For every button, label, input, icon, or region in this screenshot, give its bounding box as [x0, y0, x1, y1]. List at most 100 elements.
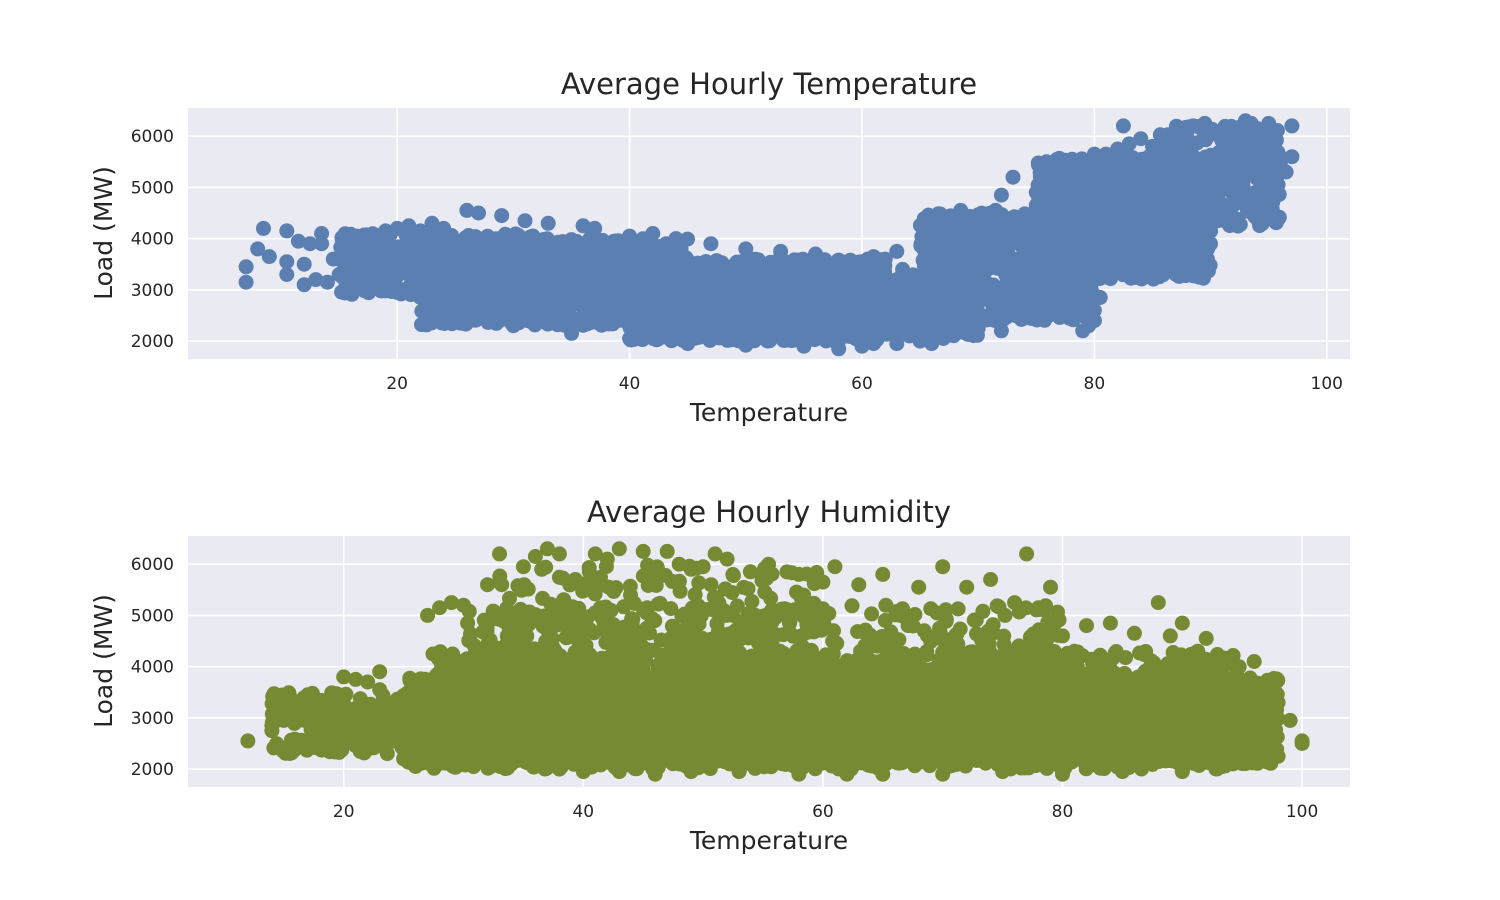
- data-point: [526, 279, 542, 294]
- data-point: [437, 269, 453, 285]
- data-point: [976, 263, 992, 279]
- data-point: [1043, 203, 1059, 219]
- data-point: [656, 291, 672, 307]
- data-point: [567, 235, 583, 251]
- data-point: [334, 284, 350, 300]
- data-point: [638, 304, 654, 320]
- data-point: [783, 260, 799, 276]
- data-point: [1195, 270, 1211, 286]
- data-point: [401, 267, 417, 282]
- data-point: [561, 301, 577, 317]
- data-point: [935, 258, 951, 274]
- data-point: [1105, 161, 1121, 177]
- data-point: [429, 254, 445, 270]
- data-point: [916, 278, 932, 294]
- data-point: [511, 247, 527, 263]
- data-point: [565, 275, 581, 291]
- data-point: [762, 333, 777, 349]
- data-point: [989, 288, 1004, 304]
- data-point: [660, 251, 676, 267]
- data-point: [818, 285, 834, 301]
- data-point: [925, 296, 941, 312]
- data-point: [997, 228, 1013, 244]
- data-point: [455, 288, 471, 304]
- data-point: [680, 231, 695, 247]
- data-point: [853, 297, 869, 313]
- data-point: [581, 315, 596, 331]
- data-point: [733, 279, 749, 295]
- data-point: [697, 284, 713, 300]
- data-point: [818, 323, 834, 338]
- data-point: [876, 302, 892, 318]
- data-point: [956, 238, 972, 254]
- data-point: [452, 256, 468, 272]
- data-point: [1065, 224, 1081, 240]
- data-point: [575, 289, 591, 305]
- data-point: [689, 314, 704, 330]
- data-point: [754, 272, 770, 288]
- data-point: [373, 280, 389, 296]
- data-point: [433, 233, 449, 249]
- data-point: [930, 282, 945, 297]
- data-point: [1112, 180, 1128, 195]
- data-point: [586, 280, 602, 296]
- data-point: [538, 284, 554, 300]
- data-point: [469, 273, 485, 289]
- data-point: [600, 299, 616, 315]
- data-point: [484, 290, 500, 306]
- data-point: [917, 227, 933, 243]
- data-point: [913, 302, 928, 318]
- data-point: [726, 326, 742, 342]
- data-point: [1016, 247, 1032, 263]
- data-point: [983, 311, 999, 327]
- data-point: [1129, 216, 1145, 232]
- data-point: [569, 251, 585, 267]
- data-point: [668, 310, 684, 326]
- data-point: [488, 231, 504, 247]
- data-point: [1011, 278, 1027, 294]
- data-point: [1043, 245, 1059, 260]
- data-point: [726, 261, 741, 277]
- data-point: [415, 250, 431, 266]
- data-point: [499, 255, 515, 271]
- data-point: [1172, 252, 1188, 268]
- data-point: [516, 265, 532, 281]
- data-point: [805, 306, 821, 321]
- data-point: [673, 285, 689, 301]
- data-point: [868, 285, 884, 301]
- data-point: [394, 244, 409, 259]
- data-point: [802, 281, 818, 297]
- data-point: [1145, 271, 1161, 287]
- data-point: [528, 316, 544, 332]
- data-point: [1121, 160, 1136, 176]
- data-point: [1149, 256, 1165, 271]
- data-point: [381, 264, 397, 280]
- data-point: [713, 293, 729, 309]
- data-point: [708, 308, 723, 324]
- data-point: [1092, 216, 1108, 232]
- data-point: [844, 272, 860, 288]
- data-point: [1069, 210, 1085, 226]
- data-point: [1092, 233, 1108, 249]
- data-point: [465, 235, 481, 251]
- data-point: [1195, 254, 1211, 270]
- data-point: [784, 299, 800, 314]
- data-point: [1016, 210, 1032, 226]
- data-point: [607, 233, 623, 249]
- data-point: [964, 271, 980, 287]
- data-point: [1039, 154, 1054, 170]
- data-point: [614, 243, 630, 259]
- data-point: [827, 297, 843, 313]
- data-point: [504, 278, 520, 294]
- data-point: [416, 275, 432, 291]
- data-point: [916, 240, 932, 255]
- data-point: [357, 262, 373, 278]
- data-point: [750, 252, 766, 268]
- data-point: [414, 317, 429, 333]
- data-point: [847, 319, 863, 334]
- scatter-points: [238, 113, 1300, 357]
- data-point: [643, 328, 659, 344]
- data-point: [676, 254, 692, 270]
- data-point: [1038, 268, 1054, 283]
